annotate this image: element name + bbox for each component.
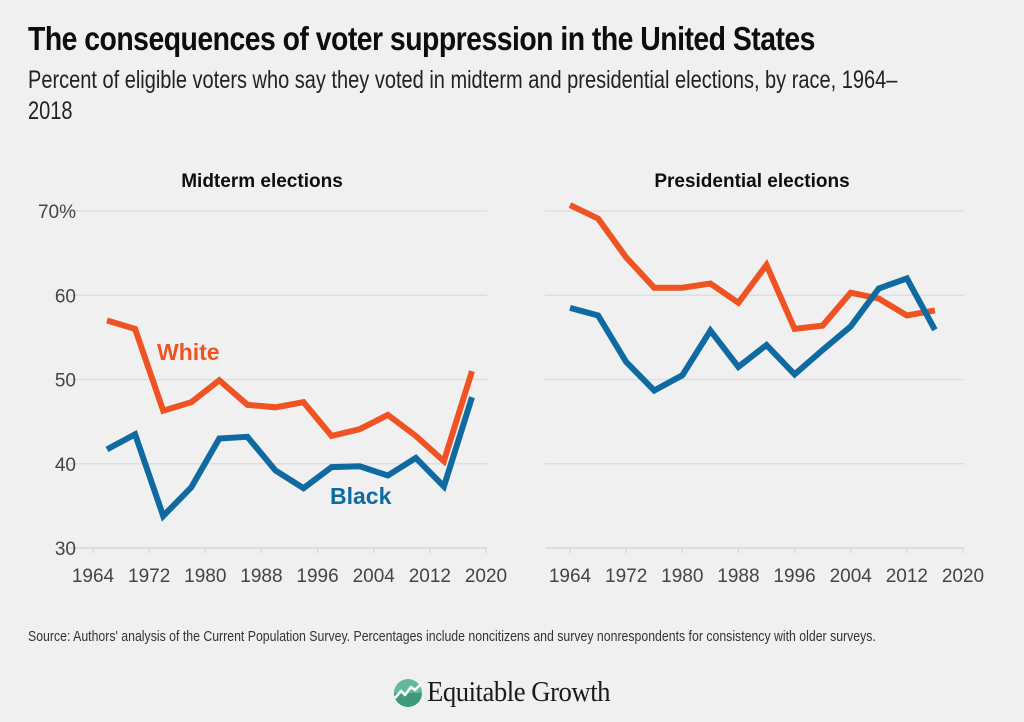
x-tick-label: 1964 [549, 566, 592, 587]
x-tick-label: 2020 [942, 566, 984, 587]
chart-title: The consequences of voter suppression in… [28, 20, 815, 57]
y-tick-label: 60 [55, 286, 76, 307]
x-tick-label: 2012 [886, 566, 928, 587]
x-tick-label: 1996 [773, 566, 815, 587]
x-tick-label: 2004 [353, 566, 396, 587]
y-tick-label: 50 [55, 371, 76, 392]
x-tick-label: 1996 [296, 566, 338, 587]
x-tick-label: 1988 [717, 566, 759, 587]
presidential-white-line [568, 202, 936, 333]
x-tick-label: 2004 [830, 566, 873, 587]
midterm-panel-title: Midterm elections [181, 171, 343, 192]
series-label-white: White [157, 339, 220, 365]
y-tick-label: 40 [55, 455, 76, 476]
x-tick-label: 1988 [240, 566, 282, 587]
presidential-black-line [569, 274, 938, 395]
y-tick-label: 30 [55, 539, 76, 560]
x-tick-label: 1972 [128, 566, 170, 587]
x-tick-label: 2020 [465, 566, 507, 587]
series-label-black: Black [330, 483, 392, 509]
x-tick-label: 1980 [184, 566, 226, 587]
x-tick-label: 1972 [605, 566, 647, 587]
growth-chart-icon [394, 678, 422, 707]
y-tick-label: 70% [38, 202, 76, 223]
chart-subtitle: Percent of eligible voters who say they … [28, 66, 898, 125]
midterm-black-line [105, 396, 475, 522]
midterm-white-line [106, 317, 475, 467]
x-tick-label: 1964 [72, 566, 115, 587]
logo: Equitable Growth [393, 676, 626, 709]
chart-area: Midterm elections 30 40 50 60 70% 1964 1972 1980… [38, 171, 984, 587]
x-tick-label: 1980 [661, 566, 703, 587]
presidential-panel-title: Presidential elections [654, 171, 849, 192]
logo-text: Equitable Growth [427, 676, 611, 708]
source-note: Source: Authors' analysis of the Current… [28, 628, 876, 645]
x-tick-label: 2012 [409, 566, 451, 587]
